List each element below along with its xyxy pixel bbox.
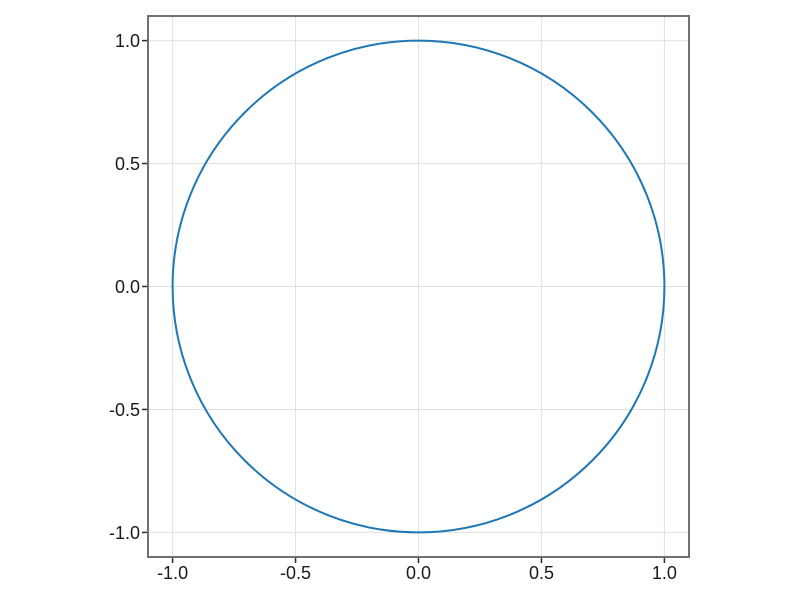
plot-frame	[147, 15, 690, 558]
y-tick-labels: -1.0 -0.5 0.0 0.5 1.0	[109, 31, 140, 543]
x-tick-label: -1.0	[157, 563, 188, 583]
x-tick-labels: -1.0 -0.5 0.0 0.5 1.0	[157, 563, 677, 583]
x-tick-label: 0.0	[406, 563, 431, 583]
y-tick-label: 0.5	[115, 154, 140, 174]
x-tick-label: 1.0	[652, 563, 677, 583]
unit-circle-series-line	[171, 39, 666, 534]
x-tick-label: -0.5	[280, 563, 311, 583]
x-tick-label: 0.5	[529, 563, 554, 583]
y-tick-label: -1.0	[109, 523, 140, 543]
y-tick-label: 0.0	[115, 277, 140, 297]
y-tick-label: -0.5	[109, 400, 140, 420]
y-tick-label: 1.0	[115, 31, 140, 51]
